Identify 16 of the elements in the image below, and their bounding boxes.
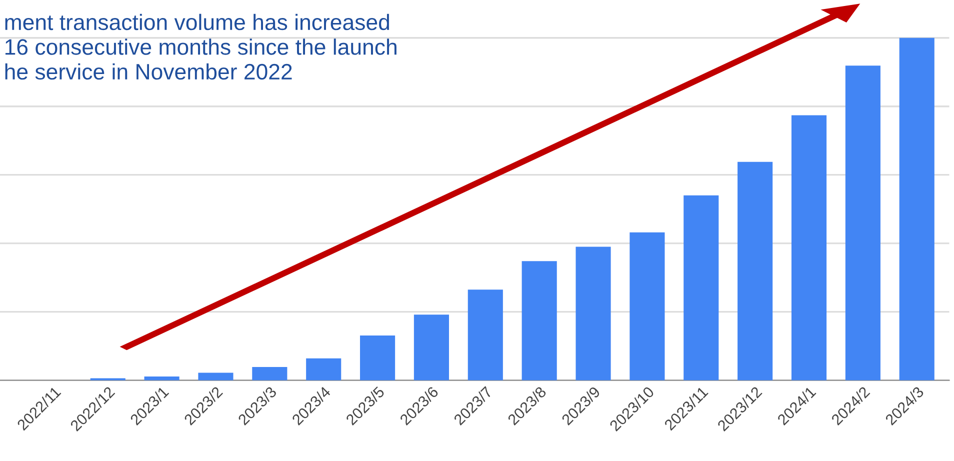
bar [576,246,611,380]
bar [522,261,557,380]
bar [899,38,934,380]
bar [360,335,396,380]
bar [468,290,503,380]
bar [144,376,180,380]
bar [630,232,665,380]
bar [306,358,342,380]
bar [845,66,880,380]
bar [791,115,827,380]
bar [198,372,234,380]
bar [738,162,773,380]
bar [684,195,719,380]
bar [252,366,288,380]
bar [414,314,449,380]
annotation: ment transaction volume has increased 16 consecutive months since the launch he service in November 2022 [5,14,396,80]
